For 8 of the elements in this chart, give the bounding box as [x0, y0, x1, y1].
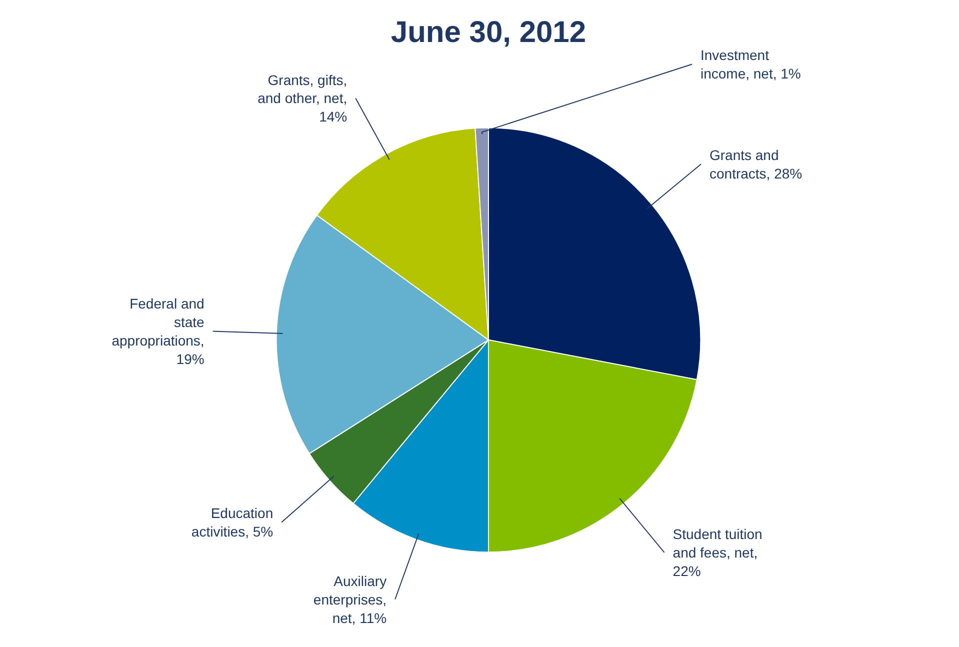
chart-title: June 30, 2012	[390, 16, 586, 49]
slice-label: Grants and contracts, 28%	[709, 146, 802, 182]
slice-label: Investment income, net, 1%	[700, 47, 801, 82]
slice-label: Grants, gifts, and other, net, 14%	[258, 72, 348, 125]
slice-label: Federal and state appropriations, 19%	[112, 296, 205, 367]
slice-label: Education activities, 5%	[191, 505, 274, 540]
slice-label: Auxiliary enterprises, net, 11%	[313, 572, 387, 626]
slice-label: Student tuition and fees, net, 22%	[672, 526, 762, 579]
